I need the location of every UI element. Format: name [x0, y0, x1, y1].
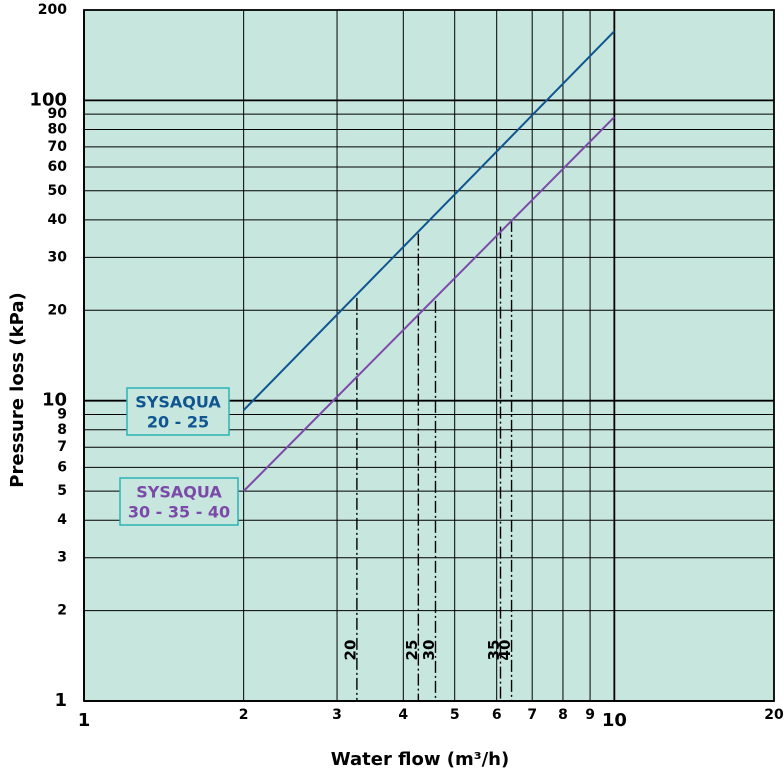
plot-background [83, 9, 775, 702]
flow-marker-label: 40 [496, 640, 514, 661]
series-callout-label-20-25: SYSAQUA [135, 393, 221, 412]
y-tick-label: 20 [48, 302, 68, 318]
x-tick-label: 9 [585, 707, 595, 723]
series-callout-label-30-35-40: 30 - 35 - 40 [128, 503, 230, 522]
y-tick-label: 30 [48, 249, 68, 265]
y-tick-label: 2 [57, 603, 67, 619]
y-tick-label: 100 [29, 89, 67, 110]
x-tick-label: 2 [239, 707, 249, 723]
series-callout-box-20-25 [126, 387, 230, 436]
y-tick-label: 90 [48, 106, 68, 122]
x-tick-label: 5 [450, 707, 460, 723]
series-callout-label-20-25: 20 - 25 [147, 413, 209, 432]
x-tick-label: 7 [527, 707, 537, 723]
series-line-sysaqua-20-25 [242, 30, 616, 411]
flow-marker-label: 25 [403, 640, 421, 661]
x-tick-label: 1 [78, 710, 91, 731]
flow-marker-label: 35 [485, 640, 503, 661]
x-tick-label: 20 [764, 707, 784, 723]
y-tick-label: 4 [57, 512, 67, 528]
series-callout-label-30-35-40: SYSAQUA [136, 483, 222, 502]
series-callout-box-30-35-40 [119, 477, 239, 526]
x-tick-label: 8 [558, 707, 568, 723]
y-tick-label: 40 [48, 212, 68, 228]
y-tick-label: 8 [57, 422, 67, 438]
y-tick-label: 7 [57, 439, 67, 455]
y-tick-label: 1 [54, 690, 67, 711]
flow-marker-label: 20 [341, 640, 359, 661]
y-tick-label: 9 [57, 406, 67, 422]
series-line-sysaqua-30-35-40 [242, 116, 616, 492]
y-tick-label: 10 [42, 390, 67, 411]
y-tick-label: 70 [48, 139, 68, 155]
y-tick-label: 80 [48, 122, 68, 138]
flow-marker-label: 30 [420, 640, 438, 661]
y-tick-label: 5 [57, 483, 67, 499]
x-axis-title: Water flow (m³/h) [331, 749, 509, 770]
y-tick-label: 3 [57, 550, 67, 566]
y-tick-label: 200 [38, 2, 67, 18]
x-tick-label: 6 [492, 707, 502, 723]
x-tick-label: 3 [332, 707, 342, 723]
series-layer [242, 30, 616, 492]
y-axis-title: Pressure loss (kPa) [7, 292, 28, 487]
tick-label-layer: 1 2 3 4 5 6 7 8 9 10 20123456789102030405060708090… [29, 2, 784, 731]
x-tick-label: 4 [398, 707, 408, 723]
x-tick-label: 10 [602, 710, 627, 731]
y-tick-label: 6 [57, 459, 67, 475]
y-tick-label: 50 [48, 183, 68, 199]
y-tick-label: 60 [48, 159, 68, 175]
